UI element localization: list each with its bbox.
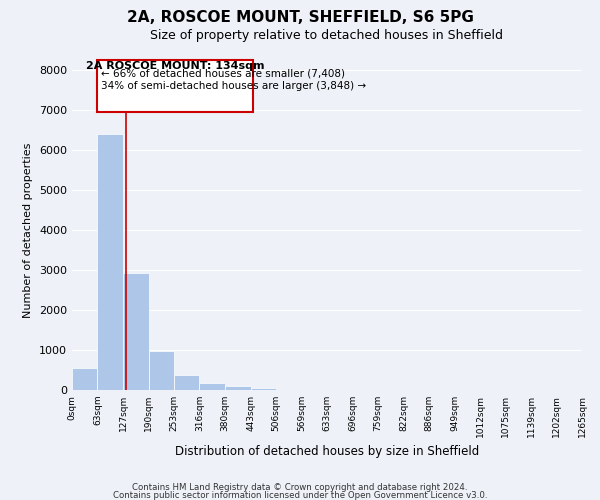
Bar [72,368,97,390]
X-axis label: Distribution of detached houses by size in Sheffield: Distribution of detached houses by size … [175,446,479,458]
Bar [174,375,199,390]
Text: ← 66% of detached houses are smaller (7,408): ← 66% of detached houses are smaller (7,… [101,69,346,79]
Bar [149,351,174,390]
Text: 34% of semi-detached houses are larger (3,848) →: 34% of semi-detached houses are larger (… [101,81,367,91]
Bar [251,388,276,390]
FancyBboxPatch shape [97,60,253,112]
Title: Size of property relative to detached houses in Sheffield: Size of property relative to detached ho… [151,30,503,43]
Text: 2A ROSCOE MOUNT: 134sqm: 2A ROSCOE MOUNT: 134sqm [86,61,265,71]
Bar [199,383,225,390]
Y-axis label: Number of detached properties: Number of detached properties [23,142,34,318]
Bar [225,386,251,390]
Bar [97,134,123,390]
Text: Contains HM Land Registry data © Crown copyright and database right 2024.: Contains HM Land Registry data © Crown c… [132,484,468,492]
Text: 2A, ROSCOE MOUNT, SHEFFIELD, S6 5PG: 2A, ROSCOE MOUNT, SHEFFIELD, S6 5PG [127,10,473,25]
Bar [123,273,149,390]
Text: Contains public sector information licensed under the Open Government Licence v3: Contains public sector information licen… [113,490,487,500]
